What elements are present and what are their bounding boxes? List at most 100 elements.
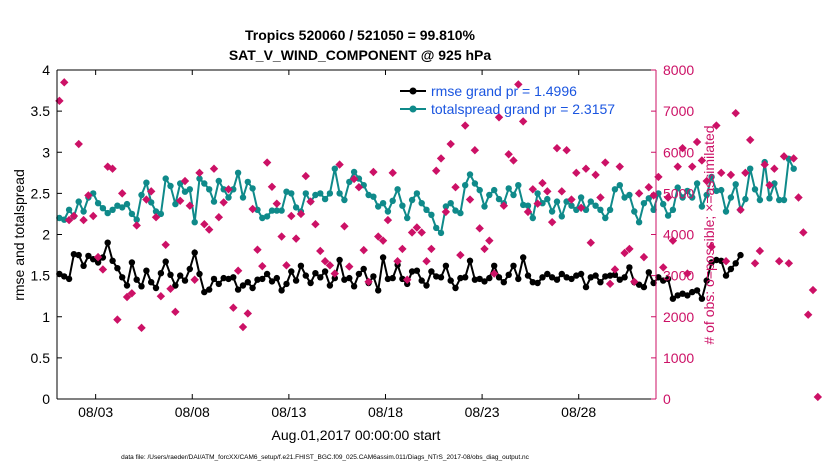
totalspread-point [631, 208, 638, 215]
totalspread-point [215, 177, 222, 185]
rmse-point [370, 273, 377, 280]
totalspread-point [428, 211, 435, 218]
rmse-point [722, 272, 730, 279]
obs-count-point [422, 257, 431, 266]
obs-count-point [504, 150, 513, 159]
y-right-tick-label: 7000 [663, 103, 694, 119]
legend-totalspread-label: totalspread grand pr = 2.3157 [431, 101, 615, 117]
totalspread-point [539, 200, 546, 207]
obs-count-point [663, 193, 673, 202]
obs-count-point [369, 167, 378, 177]
obs-count-point [779, 152, 789, 161]
obs-count-point [736, 205, 745, 215]
y-right-tick-label: 6000 [663, 144, 694, 160]
obs-count-point [398, 244, 407, 254]
obs-count-point [509, 156, 518, 165]
y-left-tick-label: 0.5 [31, 350, 51, 366]
totalspread-point [152, 208, 160, 215]
rmse-point [75, 251, 82, 259]
obs-count-point [528, 185, 538, 194]
rmse-point [278, 287, 285, 294]
totalspread-point [437, 229, 445, 237]
rmse-point [201, 288, 208, 296]
rmse-point [529, 279, 536, 286]
obs-count-point [552, 143, 562, 153]
rmse-point [524, 272, 532, 279]
rmse-point [331, 274, 338, 282]
rmse-point [379, 254, 387, 261]
totalspread-point [331, 165, 338, 172]
rmse-point [350, 283, 358, 290]
rmse-point [375, 287, 382, 294]
rmse-point [152, 284, 160, 292]
rmse-point [302, 272, 309, 279]
obs-count-point [591, 170, 600, 180]
obs-count-point [615, 162, 624, 171]
obs-count-point [562, 145, 571, 155]
rmse-point [186, 265, 193, 273]
obs-count-point [446, 139, 455, 149]
rmse-point [346, 274, 353, 282]
obs-count-point [456, 250, 465, 260]
obs-count-point [784, 259, 794, 268]
rmse-point [423, 282, 430, 289]
y-right-tick-label: 1000 [663, 350, 694, 366]
rmse-point [336, 256, 343, 264]
rmse-point [500, 279, 507, 286]
rmse-point [268, 278, 276, 285]
totalspread-point [341, 196, 348, 204]
rmse-point [679, 290, 686, 297]
rmse-point [220, 274, 227, 282]
rmse-point [577, 270, 585, 278]
rmse-point [104, 239, 111, 246]
rmse-point [664, 275, 672, 283]
totalspread-point [592, 202, 599, 209]
obs-count-point [731, 108, 740, 118]
legend-rmse-label: rmse grand pr = 1.4996 [431, 83, 577, 99]
obs-count-point [84, 191, 93, 200]
totalspread-point [732, 181, 739, 188]
totalspread-point [278, 207, 285, 214]
rmse-point [249, 284, 256, 292]
obs-count-point [717, 168, 726, 178]
totalspread-point [476, 186, 483, 194]
rmse-point [491, 262, 498, 269]
rmse-point [611, 271, 619, 278]
rmse-point [273, 274, 280, 282]
totalspread-point [143, 179, 150, 186]
rmse-point [206, 286, 213, 293]
obs-count-point [678, 143, 687, 153]
obs-count-point [349, 174, 359, 184]
obs-count-point [514, 80, 523, 89]
rmse-point [239, 282, 247, 289]
obs-count-point [654, 172, 663, 182]
rmse-point [60, 273, 68, 280]
y-right-tick-label: 2000 [663, 309, 694, 325]
rmse-point [495, 274, 503, 281]
rmse-point [732, 260, 739, 267]
totalspread-point [491, 186, 498, 194]
obs-count-point [156, 291, 166, 301]
rmse-point [263, 270, 271, 278]
rmse-point [660, 277, 667, 284]
chart-title-line1: Tropics 520060 / 521050 = 99.810% [245, 27, 476, 43]
obs-count-point [726, 170, 736, 180]
totalspread-point [196, 175, 203, 182]
obs-count-point [108, 164, 117, 173]
obs-count-point [581, 164, 591, 173]
chart-title-line2: SAT_V_WIND_COMPONENT @ 925 hPa [229, 47, 492, 63]
obs-count-point [175, 196, 185, 205]
totalspread-point [181, 188, 189, 195]
totalspread-point [336, 190, 343, 197]
obs-count-point [803, 310, 813, 319]
obs-count-point [383, 215, 393, 225]
totalspread-point [780, 196, 788, 204]
rmse-point [162, 258, 169, 265]
obs-count-point [750, 259, 760, 268]
obs-count-point [417, 228, 426, 237]
obs-count-point [296, 209, 306, 219]
totalspread-point [273, 207, 280, 214]
totalspread-point [718, 186, 725, 194]
totalspread-point [244, 178, 251, 186]
